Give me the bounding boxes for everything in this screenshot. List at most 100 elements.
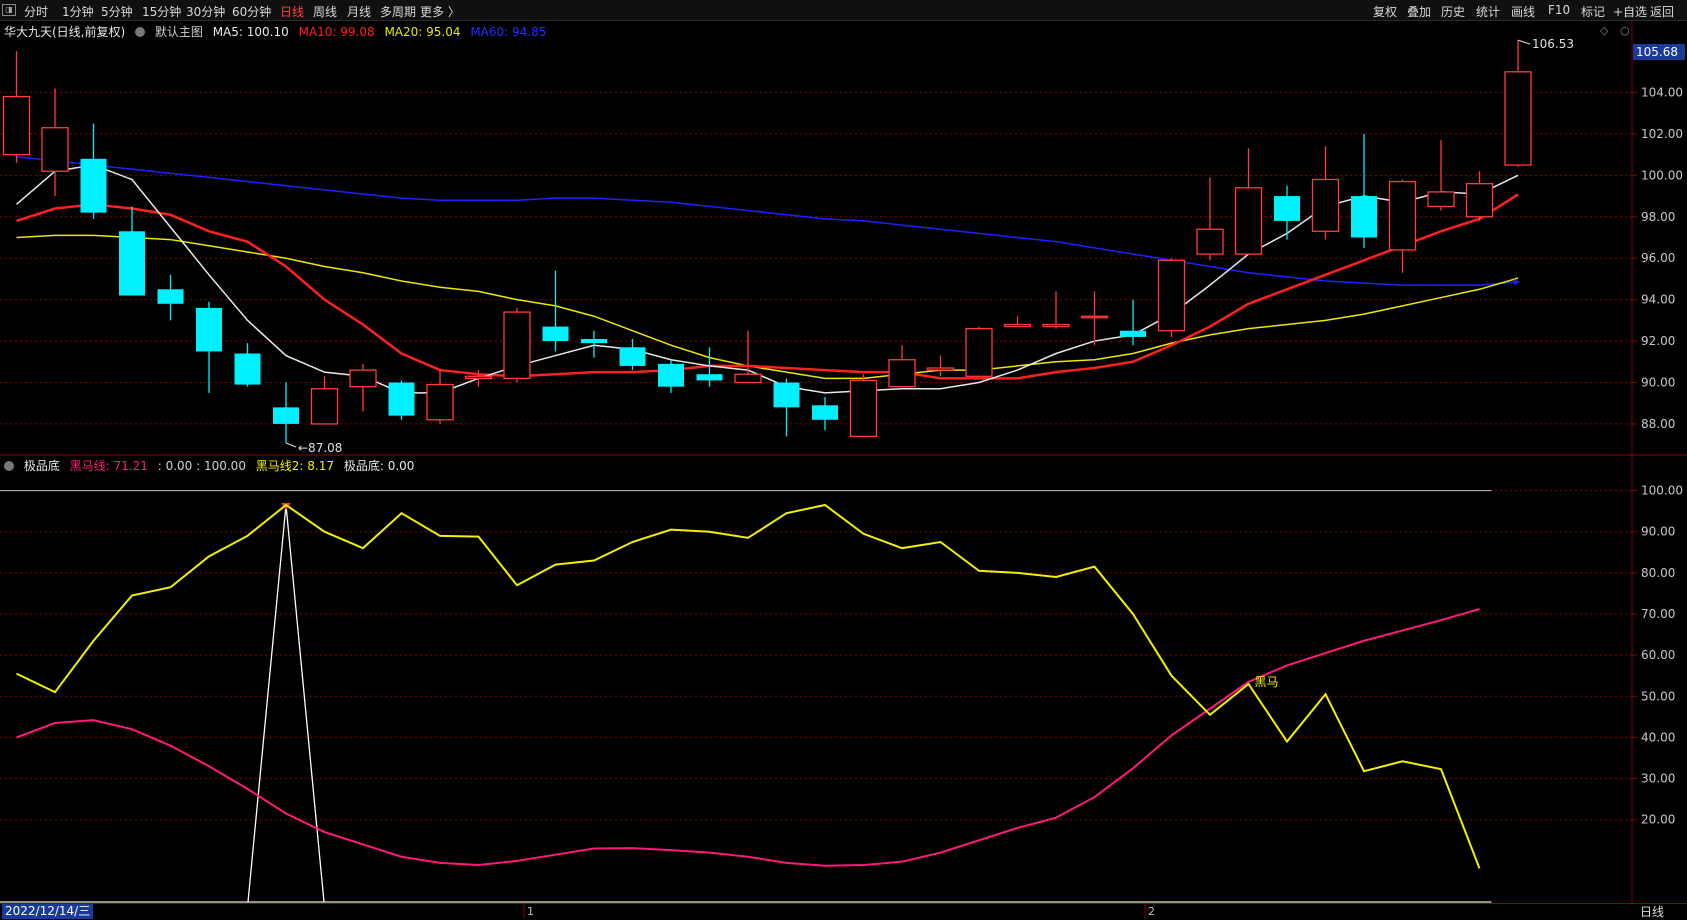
candle[interactable] (1311, 146, 1340, 240)
candle-body (1157, 259, 1186, 332)
candle-body (734, 373, 762, 384)
candle-body (234, 353, 261, 385)
template-label[interactable]: 默认主图 (154, 25, 203, 39)
candle[interactable] (310, 376, 339, 425)
candle-body (1234, 187, 1263, 255)
toolbar-button-3[interactable]: 统计 (1476, 5, 1501, 19)
candle-body (388, 382, 415, 416)
candle[interactable] (658, 359, 684, 393)
period-tab-9[interactable]: 多周期 (380, 5, 417, 19)
candle[interactable] (426, 370, 454, 424)
period-tab-10[interactable]: 更多 〉 (420, 5, 460, 19)
period-tab-3[interactable]: 15分钟 (142, 5, 182, 19)
ma60-end-marker (1514, 279, 1520, 286)
toolbar-button-1[interactable]: 叠加 (1407, 5, 1432, 19)
candle-body (658, 363, 684, 387)
low-pointer (285, 442, 297, 448)
main-chart-legend: 华大九天(日线,前复权) 默认主图 MA5: 100.10 MA10: 99.0… (4, 23, 552, 40)
toolbar-button-4[interactable]: 画线 (1511, 5, 1536, 19)
candle-body (2, 95, 31, 156)
candle[interactable] (619, 339, 646, 371)
candle-body (273, 407, 299, 424)
candle[interactable] (1274, 185, 1300, 240)
period-tab-0[interactable]: 分时 (24, 5, 49, 19)
candle[interactable] (1504, 40, 1532, 168)
candle[interactable] (1080, 291, 1109, 346)
period-tab-5[interactable]: 60分钟 (232, 5, 272, 19)
candle[interactable] (1196, 177, 1224, 261)
candle[interactable] (1234, 148, 1263, 255)
candle[interactable] (41, 88, 69, 197)
toolbar-button-0[interactable]: 复权 (1373, 5, 1398, 19)
candle[interactable] (157, 274, 184, 321)
time-axis (0, 903, 1687, 920)
candle[interactable] (349, 363, 377, 412)
candle[interactable] (1003, 316, 1032, 328)
heima-signal-label: 黑马 (1255, 675, 1279, 689)
candle[interactable] (1465, 171, 1494, 221)
toolbar-button-6[interactable]: 标记 (1581, 5, 1606, 19)
ma-line-ma10 (16, 193, 1519, 380)
candle-body (1120, 330, 1146, 337)
diamond-icon[interactable]: ◇ (1600, 24, 1609, 37)
period-tab-2[interactable]: 5分钟 (101, 5, 133, 19)
toolbar-button-8[interactable]: 返回 (1650, 5, 1675, 19)
candle[interactable] (812, 397, 838, 431)
candle[interactable] (696, 347, 723, 387)
period-tab-6[interactable]: 日线 (280, 5, 305, 19)
price-tick-label: 92.00 (1641, 334, 1675, 348)
candle[interactable] (273, 382, 299, 443)
gear-icon[interactable] (135, 27, 146, 37)
price-tick-label: 102.00 (1641, 127, 1683, 141)
candle[interactable] (119, 206, 145, 296)
candle[interactable] (926, 355, 955, 377)
ma10-value: MA10: 99.08 (298, 25, 375, 39)
indicator-name[interactable]: 极品底 (23, 459, 60, 473)
candle[interactable] (503, 307, 531, 383)
period-tab-8[interactable]: 月线 (347, 5, 372, 19)
price-tick-label: 96.00 (1641, 251, 1675, 265)
period-label[interactable]: 日线 (1640, 905, 1665, 919)
menu-icon[interactable]: ◨ (2, 4, 16, 16)
period-tab-4[interactable]: 30分钟 (186, 5, 226, 19)
candle[interactable] (234, 343, 261, 387)
candle-body (1465, 182, 1494, 218)
ma60-value: MA60: 94.85 (470, 25, 547, 39)
candle-body (619, 347, 646, 366)
candle[interactable] (1351, 133, 1377, 248)
candle[interactable] (1120, 299, 1146, 346)
candle[interactable] (80, 123, 107, 219)
month-label: 2 (1148, 905, 1155, 918)
price-tick-label: 98.00 (1641, 210, 1675, 224)
candle[interactable] (773, 378, 800, 437)
period-tab-7[interactable]: 周线 (313, 5, 338, 19)
candle[interactable] (196, 301, 222, 393)
candle[interactable] (581, 330, 607, 358)
period-tab-1[interactable]: 1分钟 (62, 5, 94, 19)
candle[interactable] (1427, 140, 1455, 211)
candle[interactable] (542, 270, 569, 352)
candle-body (426, 383, 454, 421)
indicator-tick-label: 50.00 (1641, 689, 1675, 703)
ma20-value: MA20: 95.04 (384, 25, 461, 39)
toolbar: ◨ 分时 1分钟 5分钟 15分钟 30分钟 60分钟 日线 周线 月线 多周期 更多 〉 复权 叠加历… (0, 0, 1687, 21)
candle[interactable] (888, 345, 916, 388)
candle[interactable] (1157, 258, 1186, 337)
candle-body (581, 339, 607, 344)
candle[interactable] (965, 326, 993, 377)
indicator-tick-label: 100.00 (1641, 484, 1683, 498)
toolbar-button-7[interactable]: +自选 (1613, 5, 1648, 19)
candle[interactable] (388, 380, 415, 420)
circle-icon[interactable]: ○ (1619, 24, 1630, 37)
toolbar-button-5[interactable]: F10 (1548, 3, 1571, 17)
candle[interactable] (734, 330, 762, 384)
candle[interactable] (1042, 291, 1070, 329)
candle[interactable] (1388, 179, 1417, 273)
candle[interactable] (849, 374, 878, 438)
candle-body (1351, 196, 1377, 238)
toolbar-button-2[interactable]: 历史 (1441, 5, 1466, 19)
candle[interactable] (464, 370, 493, 387)
gear-icon[interactable] (4, 461, 14, 471)
candle[interactable] (2, 51, 31, 163)
